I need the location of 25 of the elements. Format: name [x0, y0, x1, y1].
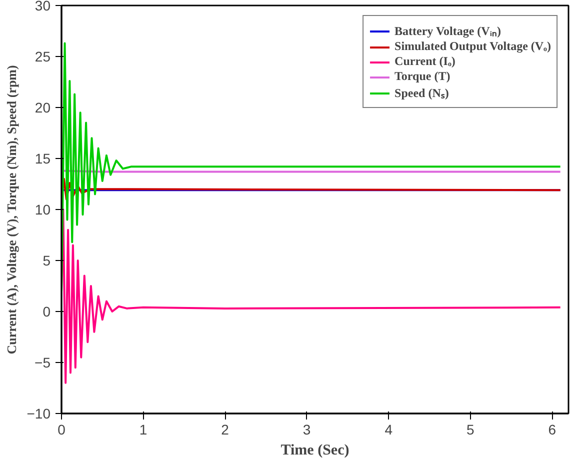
y-tick-label: 10: [34, 202, 51, 218]
x-tick-label: 3: [302, 422, 311, 438]
y-tick-label: −5: [34, 354, 51, 370]
y-tick-label: 30: [34, 0, 51, 14]
y-tick-label: 15: [34, 150, 51, 166]
y-tick-label: 20: [34, 100, 51, 116]
x-axis-title: Time (Sec): [280, 442, 350, 458]
y-axis-title: Current (A), Voltage (V), Torque (Nm), Speed (rpm): [4, 65, 19, 354]
y-tick-label: 5: [42, 252, 51, 268]
line-series: [62, 178, 562, 200]
x-tick-label: 1: [139, 422, 148, 438]
x-tick-label: 2: [221, 422, 230, 438]
line-series: [62, 208, 562, 384]
legend-label: Current (Iₒ): [394, 54, 456, 69]
legend-label: Torque (T): [394, 69, 450, 84]
x-tick-label: 5: [466, 422, 474, 438]
x-tick-label: 4: [384, 422, 393, 438]
x-tick-label: 6: [548, 422, 556, 438]
x-tick-label: 0: [58, 422, 66, 438]
y-tick-label: −10: [26, 406, 51, 422]
legend-label: Simulated Output Voltage (Vₒ): [394, 39, 551, 54]
y-tick-label: 0: [42, 304, 51, 320]
y-tick-label: 25: [34, 48, 51, 64]
legend-label: Speed (Nₛ): [394, 85, 449, 101]
legend-label: Battery Voltage (Vᵢₙ): [394, 23, 501, 39]
